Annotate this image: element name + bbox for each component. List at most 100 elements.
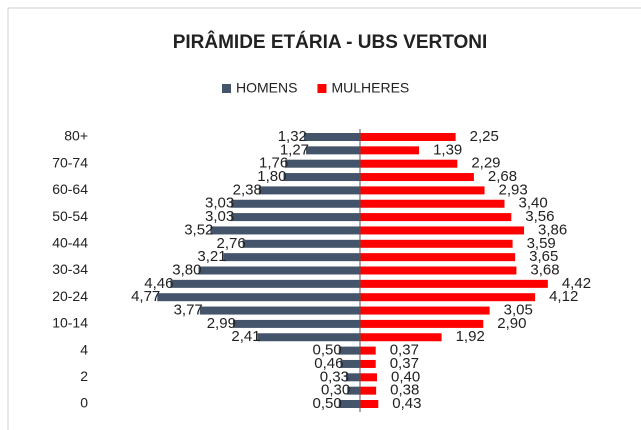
bar xyxy=(257,333,360,342)
value-label: 1,76 xyxy=(259,155,288,172)
category-label: 30-34 xyxy=(52,261,88,277)
bar xyxy=(199,306,360,315)
bar xyxy=(338,400,360,408)
value-label: 0,43 xyxy=(392,395,421,412)
category-label: 10-14 xyxy=(52,315,88,331)
value-label: 3,86 xyxy=(538,221,567,238)
value-label: 3,05 xyxy=(504,302,533,319)
bar xyxy=(360,359,376,368)
bar xyxy=(360,333,442,342)
value-label: 0,38 xyxy=(390,382,419,399)
bar xyxy=(340,359,360,368)
value-label: 3,40 xyxy=(519,195,548,212)
value-label: 3,77 xyxy=(174,302,203,319)
value-label: 3,56 xyxy=(525,208,554,225)
bar xyxy=(360,186,485,195)
bar xyxy=(231,213,360,222)
bar xyxy=(170,279,360,288)
value-label: 2,76 xyxy=(216,235,245,252)
bar xyxy=(360,373,377,382)
bar xyxy=(345,373,360,382)
bar xyxy=(360,266,517,275)
bar xyxy=(360,293,536,302)
category-label: 20-24 xyxy=(52,288,88,304)
value-label: 4,42 xyxy=(562,275,591,292)
bar xyxy=(242,239,360,248)
value-label: 4,77 xyxy=(131,288,160,305)
bar xyxy=(360,226,525,235)
value-label: 2,41 xyxy=(231,328,260,345)
bar xyxy=(360,319,484,328)
bar xyxy=(157,293,360,302)
value-label: 2,29 xyxy=(471,155,500,172)
bar xyxy=(210,226,360,235)
value-label: 3,21 xyxy=(197,248,226,265)
bar xyxy=(347,386,360,395)
value-label: 2,99 xyxy=(207,315,236,332)
bar xyxy=(283,173,360,182)
category-label: 80+ xyxy=(64,128,88,144)
legend-swatch xyxy=(317,84,327,93)
value-label: 3,65 xyxy=(529,248,558,265)
value-label: 3,68 xyxy=(530,261,559,278)
bar xyxy=(360,199,505,208)
category-label: 2 xyxy=(80,368,88,384)
bar xyxy=(360,253,516,262)
bar xyxy=(360,346,376,355)
value-label: 0,37 xyxy=(390,355,419,372)
bar xyxy=(285,159,360,168)
value-label: 2,93 xyxy=(499,181,528,198)
value-label: 0,40 xyxy=(391,368,420,385)
value-label: 4,46 xyxy=(144,275,173,292)
value-label: 3,59 xyxy=(527,235,556,252)
category-label: 40-44 xyxy=(52,235,88,251)
value-label: 0,46 xyxy=(314,355,343,372)
value-label: 1,32 xyxy=(278,128,307,145)
legend-label: MULHERES xyxy=(331,80,409,96)
bar xyxy=(360,239,513,248)
value-label: 4,12 xyxy=(549,288,578,305)
bar xyxy=(360,159,458,168)
legend-swatch xyxy=(222,84,231,93)
value-label: 3,03 xyxy=(205,208,234,225)
value-label: 1,92 xyxy=(456,328,485,345)
value-label: 0,37 xyxy=(390,342,419,359)
bar xyxy=(258,186,360,195)
value-label: 2,90 xyxy=(497,315,526,332)
bar xyxy=(360,306,490,315)
category-label: 70-74 xyxy=(52,154,88,170)
value-label: 2,68 xyxy=(488,168,517,185)
bar xyxy=(360,386,377,395)
bar xyxy=(360,146,420,155)
value-label: 2,38 xyxy=(233,181,262,198)
bar xyxy=(360,173,474,182)
value-label: 3,52 xyxy=(184,221,213,238)
bar xyxy=(303,133,360,141)
bar xyxy=(360,400,379,408)
bar xyxy=(360,279,548,288)
category-label: 4 xyxy=(80,341,88,357)
value-label: 3,03 xyxy=(205,195,234,212)
category-label: 0 xyxy=(80,395,88,411)
bar xyxy=(306,146,360,155)
value-label: 1,27 xyxy=(280,141,309,158)
legend-label: HOMENS xyxy=(236,80,297,96)
value-label: 0,50 xyxy=(313,342,342,359)
bar xyxy=(338,346,360,355)
value-label: 0,50 xyxy=(313,395,342,412)
bar xyxy=(232,319,360,328)
value-label: 0,33 xyxy=(320,368,349,385)
value-label: 3,80 xyxy=(172,261,201,278)
bar xyxy=(360,213,512,222)
value-label: 0,30 xyxy=(321,382,350,399)
value-label: 1,39 xyxy=(433,141,462,158)
value-label: 2,25 xyxy=(470,128,499,145)
bar xyxy=(231,199,360,208)
bar xyxy=(198,266,360,275)
bar xyxy=(223,253,360,262)
bar xyxy=(360,133,456,141)
chart-title: PIRÂMIDE ETÁRIA - UBS VERTONI xyxy=(173,31,488,53)
value-label: 1,80 xyxy=(257,168,286,185)
category-label: 50-54 xyxy=(52,208,88,224)
